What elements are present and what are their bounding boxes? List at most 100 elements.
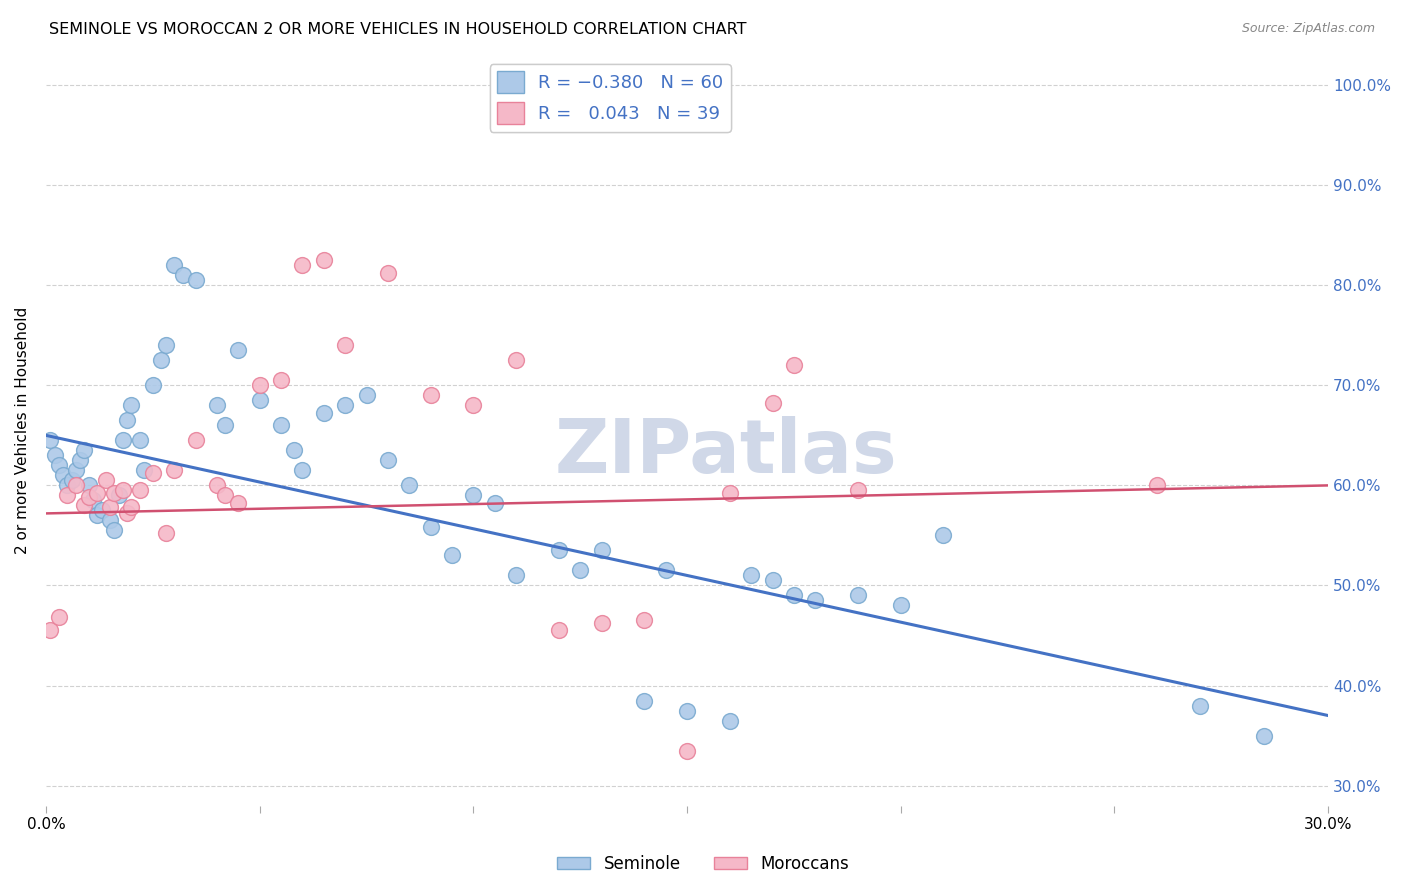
Point [591,616,613,631]
Point [65,478,87,492]
Point [56,478,79,492]
Point [73,443,96,458]
Point [333,398,356,412]
Point [90,503,112,517]
Point [505,353,527,368]
Point [214,418,236,433]
Point [98,513,121,527]
Point [129,434,152,448]
Text: Source: ZipAtlas.com: Source: ZipAtlas.com [1241,22,1375,36]
Point [205,398,228,412]
Point [890,599,912,613]
Point [463,488,485,502]
Point [377,453,399,467]
Point [333,338,356,352]
Point [98,500,121,515]
Point [155,338,177,352]
Point [56,488,79,502]
Point [163,463,186,477]
Point [103,486,125,500]
Point [270,373,292,387]
Point [633,614,655,628]
Text: ZIPatlas: ZIPatlas [554,417,897,490]
Point [804,593,827,607]
Point [283,443,305,458]
Point [419,388,441,402]
Point [86,486,108,500]
Point [761,396,783,410]
Text: SEMINOLE VS MOROCCAN 2 OR MORE VEHICLES IN HOUSEHOLD CORRELATION CHART: SEMINOLE VS MOROCCAN 2 OR MORE VEHICLES … [49,22,747,37]
Point [846,589,869,603]
Point [226,343,249,358]
Point [129,483,152,498]
Point [569,564,592,578]
Point [65,463,87,477]
Point [676,704,699,718]
Point [44,449,66,463]
Point [463,398,485,412]
Point [547,624,569,638]
Legend: Seminole, Moroccans: Seminole, Moroccans [550,848,856,880]
Point [356,388,378,402]
Point [52,468,75,483]
Point [1253,729,1275,743]
Point [111,434,134,448]
Point [142,467,165,481]
Point [740,568,762,582]
Point [205,478,228,492]
Point [163,258,186,272]
Point [60,474,83,488]
Point [214,488,236,502]
Point [419,520,441,534]
Point [398,478,420,492]
Point [134,463,156,477]
Point [77,491,100,505]
Point [312,253,335,268]
Point [172,268,194,283]
Point [783,359,806,373]
Point [86,508,108,523]
Point [115,507,138,521]
Point [226,496,249,510]
Point [82,493,104,508]
Point [120,500,142,515]
Point [676,743,699,757]
Point [103,524,125,538]
Point [150,353,173,368]
Point [48,458,70,473]
Point [291,463,314,477]
Legend: R = −0.380   N = 60, R =   0.043   N = 39: R = −0.380 N = 60, R = 0.043 N = 39 [489,64,731,132]
Point [718,486,741,500]
Point [120,398,142,412]
Point [69,453,91,467]
Point [155,526,177,541]
Point [377,266,399,280]
Point [591,543,613,558]
Point [484,496,506,510]
Point [761,574,783,588]
Point [107,488,129,502]
Point [312,406,335,420]
Point [633,693,655,707]
Point [249,378,271,392]
Point [48,610,70,624]
Point [184,273,207,287]
Point [77,478,100,492]
Point [94,474,117,488]
Point [142,378,165,392]
Point [249,393,271,408]
Point [718,714,741,728]
Point [654,564,676,578]
Point [270,418,292,433]
Point [846,483,869,498]
Point [783,589,806,603]
Point [505,568,527,582]
Point [547,543,569,558]
Point [39,624,62,638]
Point [932,528,955,542]
Y-axis label: 2 or more Vehicles in Household: 2 or more Vehicles in Household [15,307,30,554]
Point [440,549,463,563]
Point [184,434,207,448]
Point [291,258,314,272]
Point [1146,478,1168,492]
